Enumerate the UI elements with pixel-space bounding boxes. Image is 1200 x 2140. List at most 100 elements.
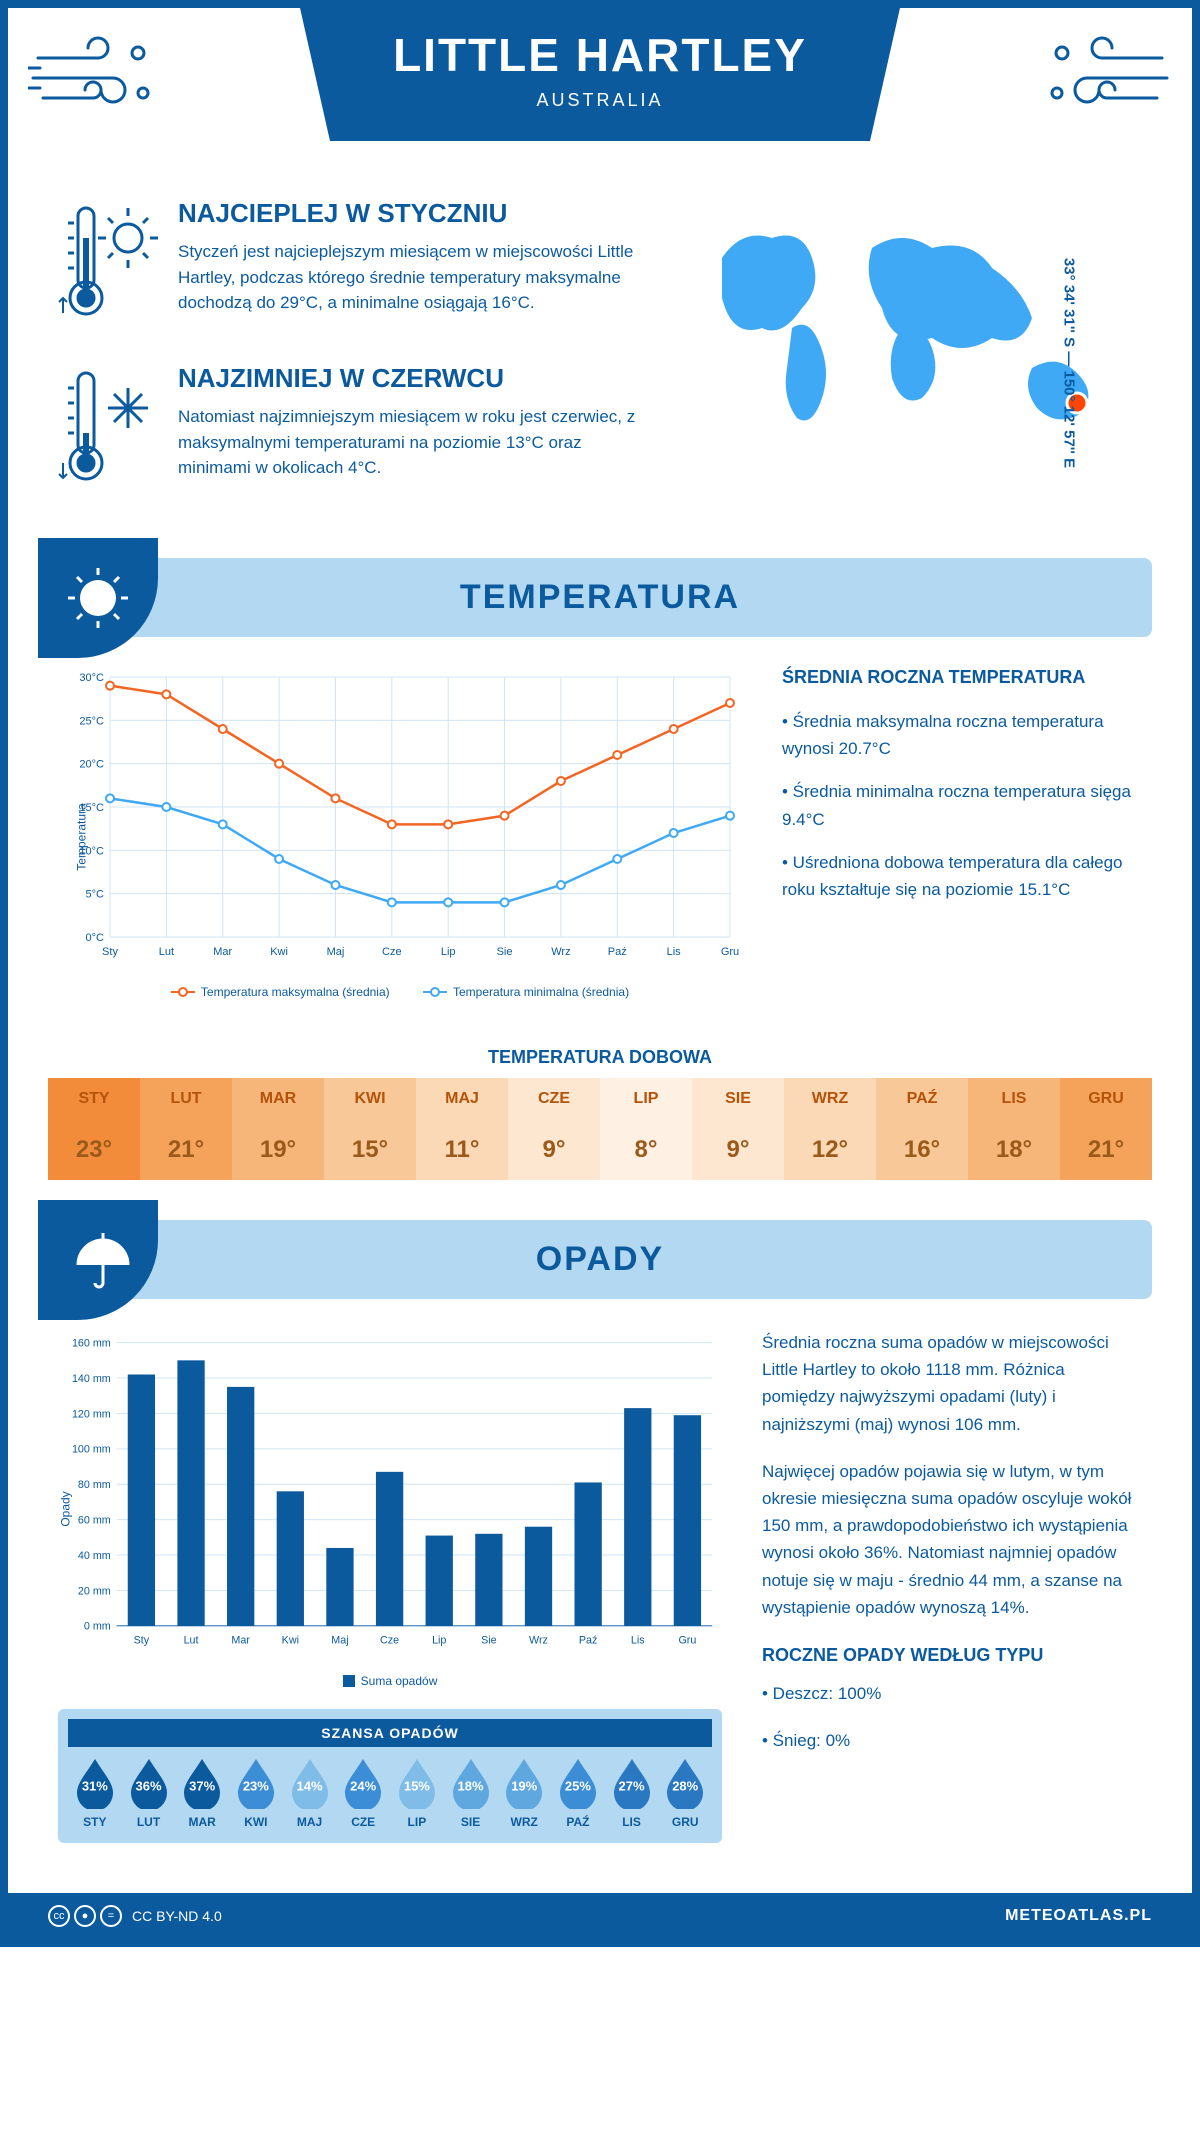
svg-text:Gru: Gru <box>721 946 739 958</box>
raindrop-icon: 14% <box>288 1757 332 1809</box>
temp-table-col: WRZ 12° <box>784 1078 876 1180</box>
precipitation-left: Opady 0 mm20 mm40 mm60 mm80 mm100 mm120 … <box>58 1329 722 1843</box>
raindrop-icon: 24% <box>341 1757 385 1809</box>
chance-month-label: GRU <box>658 1815 712 1829</box>
svg-text:Lis: Lis <box>667 946 682 958</box>
temp-chart-legend: Temperatura maksymalna (średnia) Tempera… <box>58 982 742 999</box>
chance-item: 23% KWI <box>229 1757 283 1829</box>
svg-text:Lut: Lut <box>159 946 174 958</box>
precip-legend-label: Suma opadów <box>361 1674 438 1688</box>
warmest-block: NAJCIEPLEJ W STYCZNIU Styczeń jest najci… <box>58 198 652 333</box>
chance-item: 24% CZE <box>336 1757 390 1829</box>
temp-month-value: 21° <box>140 1120 232 1180</box>
precipitation-banner: OPADY <box>48 1220 1152 1299</box>
temp-info-bullet: • Średnia maksymalna roczna temperatura … <box>782 708 1142 762</box>
svg-text:0 mm: 0 mm <box>84 1621 111 1633</box>
chance-month-label: MAJ <box>283 1815 337 1829</box>
wind-icon <box>1032 28 1172 123</box>
chance-percent: 23% <box>234 1778 278 1793</box>
chance-percent: 14% <box>288 1778 332 1793</box>
temp-month-head: MAJ <box>416 1078 508 1120</box>
temp-month-head: LIP <box>600 1078 692 1120</box>
svg-text:Wrz: Wrz <box>529 1634 548 1646</box>
svg-text:120 mm: 120 mm <box>72 1408 111 1420</box>
intro-section: NAJCIEPLEJ W STYCZNIU Styczeń jest najci… <box>8 188 1192 558</box>
temp-month-head: GRU <box>1060 1078 1152 1120</box>
chance-month-label: WRZ <box>497 1815 551 1829</box>
svg-text:Lis: Lis <box>631 1634 645 1646</box>
chance-percent: 37% <box>180 1778 224 1793</box>
coldest-text: Natomiast najzimniejszym miesiącem w rok… <box>178 404 652 481</box>
temp-table-col: LUT 21° <box>140 1078 232 1180</box>
svg-text:Lut: Lut <box>184 1634 199 1646</box>
svg-text:30°C: 30°C <box>79 672 104 684</box>
temp-table-col: SIE 9° <box>692 1078 784 1180</box>
precip-chart-ylabel: Opady <box>59 1491 73 1526</box>
precip-rain: • Deszcz: 100% <box>762 1680 1142 1707</box>
temp-table-col: CZE 9° <box>508 1078 600 1180</box>
chance-item: 27% LIS <box>605 1757 659 1829</box>
temp-month-head: LIS <box>968 1078 1060 1120</box>
svg-text:Mar: Mar <box>231 1634 250 1646</box>
chance-month-label: LIS <box>605 1815 659 1829</box>
precip-snow: • Śnieg: 0% <box>762 1727 1142 1754</box>
temp-month-value: 19° <box>232 1120 324 1180</box>
temp-month-value: 9° <box>508 1120 600 1180</box>
location-title: LITTLE HARTLEY <box>380 28 820 82</box>
temp-table-col: LIP 8° <box>600 1078 692 1180</box>
raindrop-icon: 19% <box>502 1757 546 1809</box>
cc-icon: cc●= <box>48 1905 122 1927</box>
chance-month-label: LUT <box>122 1815 176 1829</box>
svg-text:Gru: Gru <box>678 1634 696 1646</box>
raindrop-icon: 36% <box>127 1757 171 1809</box>
temp-month-value: 15° <box>324 1120 416 1180</box>
precipitation-info: Średnia roczna suma opadów w miejscowośc… <box>762 1329 1142 1843</box>
country-subtitle: AUSTRALIA <box>380 90 820 111</box>
legend-min-label: Temperatura minimalna (średnia) <box>453 985 629 999</box>
daily-temp-table: STY 23° LUT 21° MAR 19° KWI 15° MAJ 11° … <box>48 1078 1152 1180</box>
intro-text-column: NAJCIEPLEJ W STYCZNIU Styczeń jest najci… <box>58 198 652 528</box>
chance-item: 31% STY <box>68 1757 122 1829</box>
chance-month-label: CZE <box>336 1815 390 1829</box>
svg-text:Sty: Sty <box>102 946 118 958</box>
svg-text:0°C: 0°C <box>86 932 105 944</box>
chance-percent: 24% <box>341 1778 385 1793</box>
brand-text: METEOATLAS.PL <box>1005 1907 1152 1925</box>
warmest-text: Styczeń jest najcieplejszym miesiącem w … <box>178 239 652 316</box>
temp-table-col: GRU 21° <box>1060 1078 1152 1180</box>
temp-table-col: MAJ 11° <box>416 1078 508 1180</box>
thermometer-sun-icon <box>58 198 158 333</box>
svg-text:40 mm: 40 mm <box>78 1550 111 1562</box>
coldest-block: NAJZIMNIEJ W CZERWCU Natomiast najzimnie… <box>58 363 652 498</box>
svg-text:160 mm: 160 mm <box>72 1338 111 1350</box>
temp-month-value: 12° <box>784 1120 876 1180</box>
wind-icon <box>28 28 168 123</box>
svg-text:Paź: Paź <box>579 1634 598 1646</box>
license-text: CC BY-ND 4.0 <box>132 1908 222 1924</box>
svg-text:60 mm: 60 mm <box>78 1515 111 1527</box>
precip-text: Najwięcej opadów pojawia się w lutym, w … <box>762 1458 1142 1621</box>
temp-month-value: 16° <box>876 1120 968 1180</box>
header: LITTLE HARTLEY AUSTRALIA <box>8 8 1192 188</box>
chance-row: 31% STY 36% LUT 37% MAR 23% KWI <box>68 1757 712 1829</box>
temp-month-head: SIE <box>692 1078 784 1120</box>
svg-text:140 mm: 140 mm <box>72 1373 111 1385</box>
coordinates-label: 33° 34' 31'' S — 150° 12' 57'' E <box>1060 258 1077 468</box>
precip-type-heading: ROCZNE OPADY WEDŁUG TYPU <box>762 1641 1142 1670</box>
precipitation-bar-chart: 0 mm20 mm40 mm60 mm80 mm100 mm120 mm140 … <box>58 1329 722 1659</box>
chance-month-label: MAR <box>175 1815 229 1829</box>
raindrop-icon: 15% <box>395 1757 439 1809</box>
temp-month-value: 9° <box>692 1120 784 1180</box>
svg-text:80 mm: 80 mm <box>78 1479 111 1491</box>
chance-item: 37% MAR <box>175 1757 229 1829</box>
svg-text:Lip: Lip <box>441 946 456 958</box>
coldest-heading: NAJZIMNIEJ W CZERWCU <box>178 363 652 394</box>
chance-title: SZANSA OPADÓW <box>68 1719 712 1747</box>
svg-text:Cze: Cze <box>382 946 402 958</box>
svg-text:25°C: 25°C <box>79 715 104 727</box>
chance-item: 25% PAŹ <box>551 1757 605 1829</box>
chance-month-label: LIP <box>390 1815 444 1829</box>
svg-text:Paź: Paź <box>608 946 627 958</box>
daily-temp-title: TEMPERATURA DOBOWA <box>8 1047 1192 1068</box>
temp-table-col: MAR 19° <box>232 1078 324 1180</box>
